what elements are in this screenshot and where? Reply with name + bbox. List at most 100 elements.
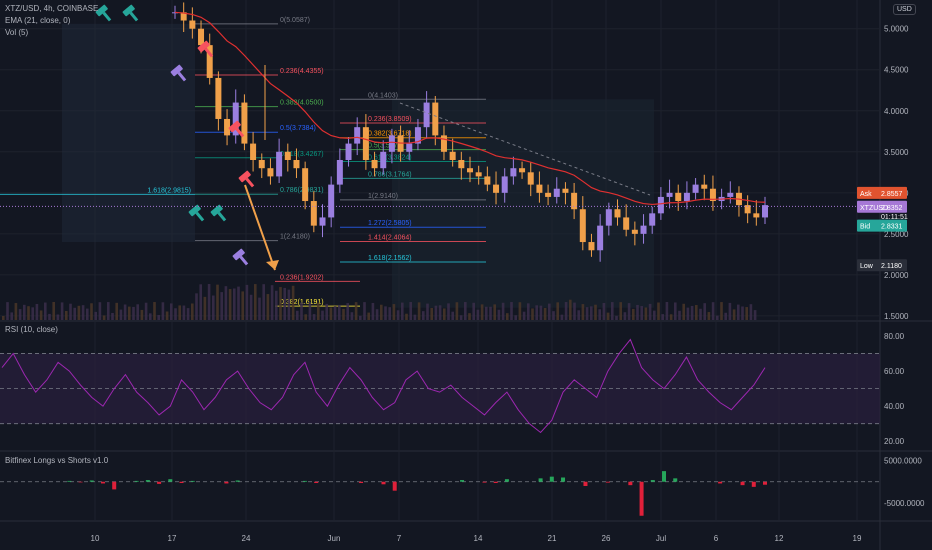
volume-bar [724, 312, 727, 320]
candle-body [388, 135, 395, 152]
x-tick-label: 24 [242, 534, 251, 543]
bitfinex-histogram-bar [561, 477, 566, 482]
volume-bar [455, 302, 459, 320]
volume-bar [401, 302, 404, 320]
signal-marker-icon [238, 170, 255, 188]
rsi-y-tick-label: 20.00 [884, 437, 905, 446]
candle-body [206, 45, 213, 78]
signal-marker-handle [217, 211, 227, 222]
volume-bar [10, 312, 13, 320]
volume-bar [18, 309, 22, 320]
signal-marker-handle [177, 71, 187, 82]
candle-body [293, 160, 300, 169]
bitfinex-histogram-bar [538, 478, 543, 482]
rsi-y-tick-label: 40.00 [884, 402, 905, 411]
volume-bar [438, 305, 442, 320]
candle-body [319, 217, 326, 226]
rsi-line [1, 338, 766, 434]
signal-marker-head [232, 248, 245, 261]
volume-bar [581, 304, 585, 320]
volume-bar [753, 310, 757, 320]
bitfinex-legend[interactable]: Bitfinex Longs vs Shorts v1.0 [5, 456, 109, 465]
rsi-y-tick-label: 60.00 [884, 367, 905, 376]
low-price-tag-value: 2.1180 [881, 263, 902, 270]
symbol-title[interactable]: XTZ/USD, 4h, COINBASE [5, 4, 99, 13]
volume-bar [737, 304, 740, 320]
fib-zone [62, 23, 195, 243]
volume-bar [329, 307, 333, 320]
volume-bar [417, 302, 421, 320]
fib-level-label: 0.618(3.3824) [368, 154, 412, 161]
volume-bar [728, 302, 732, 320]
volume-bar [195, 293, 198, 320]
volume-bar [615, 315, 618, 320]
volume-bar [548, 303, 551, 320]
volume-bar [123, 304, 127, 320]
volume-bar [430, 307, 433, 320]
bitfinex-histogram-bar [583, 481, 588, 486]
rsi-band-fill [0, 353, 880, 424]
bitfinex-histogram-bar [235, 480, 240, 482]
candle-body [371, 160, 378, 169]
volume-bar [178, 305, 181, 320]
volume-bar [619, 302, 622, 320]
trend-arrow-head [266, 260, 279, 270]
bitfinex-histogram-bar [314, 481, 319, 484]
currency-button[interactable]: USD [893, 4, 916, 15]
volume-bar [606, 312, 610, 320]
signal-marker-head [95, 4, 108, 17]
bitfinex-histogram-bar [381, 481, 386, 485]
candle-body [614, 209, 621, 218]
volume-bar [115, 302, 118, 320]
volume-bar [128, 306, 131, 320]
volume-bar [275, 290, 278, 320]
candle-body [675, 192, 682, 202]
xtzusd-price-tag [857, 200, 907, 213]
signal-marker-icon [122, 4, 139, 22]
signal-marker-handle [195, 211, 205, 222]
volume-bar [359, 315, 362, 320]
volume-bar [535, 305, 538, 320]
rsi-legend[interactable]: RSI (10, close) [5, 325, 58, 334]
volume-bar [296, 310, 299, 320]
volume-bar [556, 302, 559, 320]
candle-body [519, 168, 526, 173]
volume-bar [325, 303, 328, 320]
volume-bar [585, 307, 589, 320]
signal-marker-head [170, 64, 183, 77]
volume-bar [73, 307, 76, 320]
volume-bar [308, 302, 312, 320]
x-tick-label: 19 [853, 534, 862, 543]
bid-price-tag-value: 2.8331 [881, 224, 903, 231]
volume-bar [182, 305, 186, 320]
volume-bar [27, 306, 30, 320]
volume-bar [191, 303, 194, 320]
fib-level-label: 0.236(4.4355) [280, 68, 324, 75]
bitfinex-histogram-bar [179, 481, 184, 484]
volume-bar [602, 302, 606, 320]
volume-bar [98, 302, 102, 320]
volume-bar [149, 313, 152, 320]
y-tick-label: 2.0000 [884, 271, 909, 280]
volume-bar [224, 286, 228, 320]
candle-body [753, 213, 760, 218]
candle-body [345, 143, 352, 160]
volume-bar [140, 309, 144, 320]
candle-body [310, 201, 317, 226]
volume-bar [342, 308, 345, 320]
xtzusd-price-tag-label: XTZUSD [860, 205, 888, 212]
volume-bar [468, 313, 471, 320]
ema-legend[interactable]: EMA (21, close, 0) [5, 16, 71, 25]
volume-bar [518, 302, 522, 320]
volume-bar [237, 286, 240, 320]
fib-level-label: 0.382(4.0500) [280, 100, 324, 107]
volume-bar [657, 302, 660, 320]
fib-zone [392, 99, 654, 308]
bitfinex-histogram-bar [89, 480, 94, 482]
volume-bar [207, 284, 211, 320]
volume-legend[interactable]: Vol (5) [5, 28, 29, 37]
volume-bar [203, 296, 207, 320]
volume-bar [65, 310, 68, 320]
volume-bar [157, 315, 160, 320]
